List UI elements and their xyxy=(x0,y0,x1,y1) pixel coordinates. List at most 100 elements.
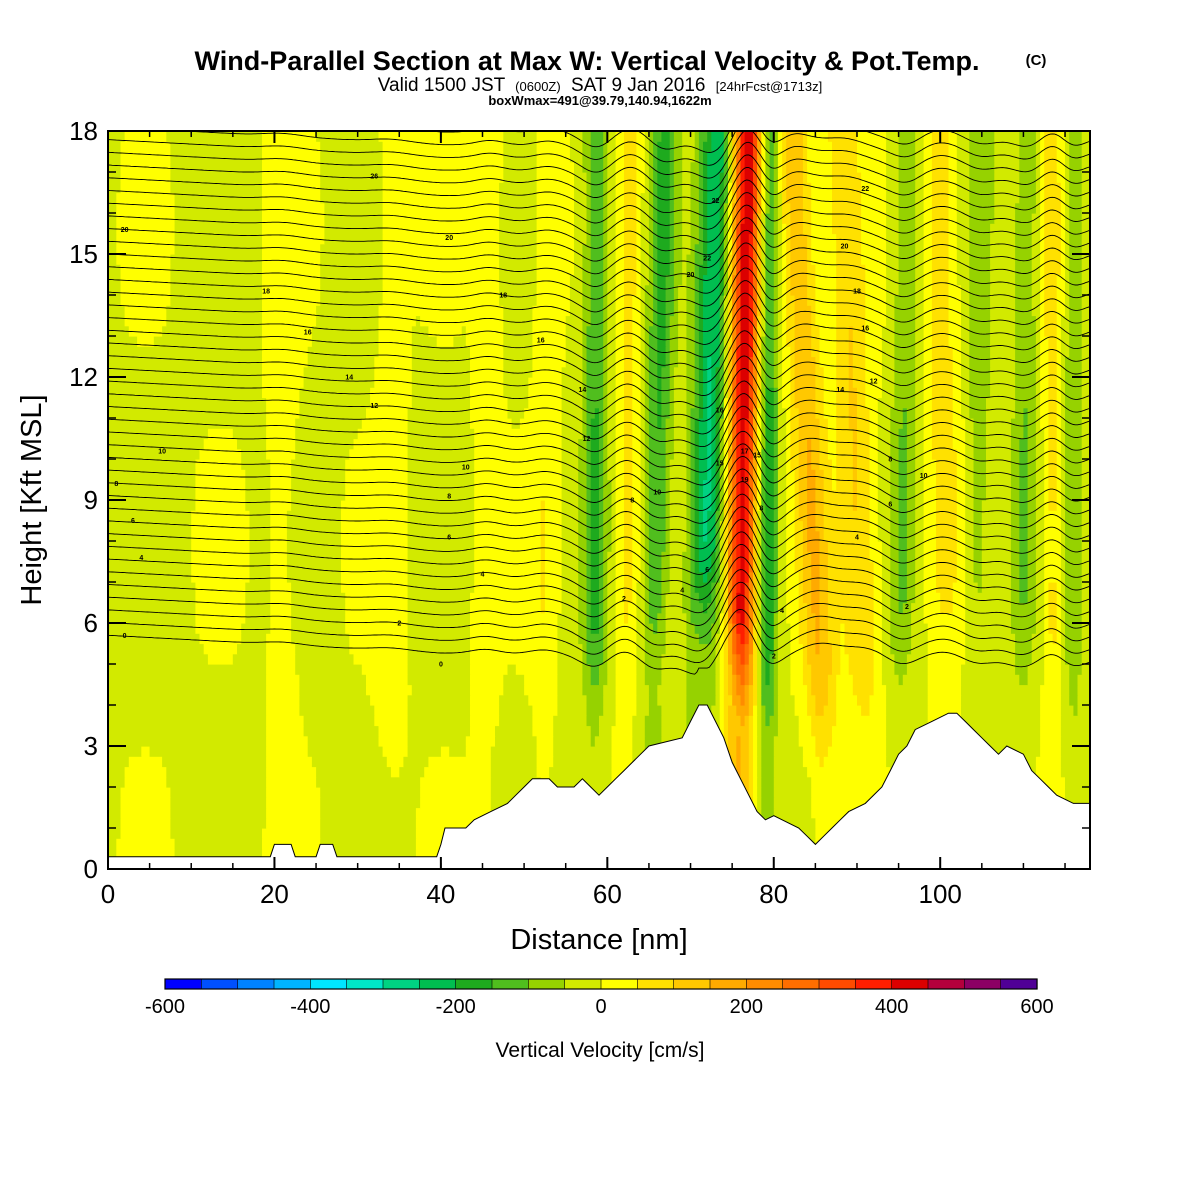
velocity-cell xyxy=(653,213,658,224)
velocity-cell xyxy=(736,643,746,655)
velocity-cell xyxy=(898,479,908,491)
velocity-cell xyxy=(773,479,779,491)
velocity-cell xyxy=(761,551,767,563)
velocity-cell xyxy=(1048,612,1058,624)
velocity-cell xyxy=(757,336,762,347)
velocity-cell xyxy=(1044,264,1062,276)
velocity-cell xyxy=(640,202,650,214)
velocity-cell xyxy=(378,315,417,327)
velocity-cell xyxy=(753,602,758,614)
velocity-cell xyxy=(736,510,742,522)
velocity-cell xyxy=(786,612,800,624)
velocity-cell xyxy=(782,192,787,204)
velocity-cell xyxy=(1031,233,1041,245)
velocity-cell xyxy=(1044,284,1058,296)
velocity-cell xyxy=(470,407,508,419)
velocity-cell xyxy=(744,500,750,511)
velocity-cell xyxy=(848,366,854,378)
velocity-cell xyxy=(557,653,583,665)
velocity-cell xyxy=(561,459,579,470)
velocity-cell xyxy=(615,213,625,224)
velocity-cell xyxy=(690,243,696,255)
velocity-cell xyxy=(507,407,525,419)
velocity-cell xyxy=(195,612,246,624)
velocity-cell xyxy=(923,161,933,173)
velocity-cell xyxy=(865,397,879,409)
velocity-cell xyxy=(640,377,646,388)
velocity-cell xyxy=(765,284,775,296)
velocity-cell xyxy=(728,223,733,235)
velocity-cell xyxy=(499,284,538,296)
velocity-cell xyxy=(923,479,937,491)
velocity-cell xyxy=(295,438,355,450)
colorbar-swatch xyxy=(310,978,348,990)
velocity-cell xyxy=(108,612,196,624)
velocity-cell xyxy=(873,592,883,604)
velocity-cell xyxy=(811,448,821,460)
theta-contour-line xyxy=(108,380,1090,435)
velocity-cell xyxy=(694,541,700,552)
velocity-cell xyxy=(686,674,717,686)
velocity-cell xyxy=(1065,274,1070,286)
velocity-cell xyxy=(673,233,683,245)
velocity-cell xyxy=(869,469,879,481)
contour-label: 10 xyxy=(158,448,166,455)
velocity-cell xyxy=(753,756,758,768)
velocity-cell xyxy=(819,541,829,552)
velocity-cell xyxy=(1056,500,1062,511)
velocity-cell xyxy=(748,776,754,788)
velocity-cell xyxy=(723,612,729,624)
velocity-cell xyxy=(723,377,729,388)
theta-contour-line xyxy=(108,608,1090,664)
velocity-cell xyxy=(499,233,538,245)
velocity-cell xyxy=(802,674,812,686)
velocity-cell xyxy=(728,705,737,716)
velocity-cell xyxy=(773,541,779,552)
velocity-cell xyxy=(1044,633,1054,645)
velocity-cell xyxy=(753,469,758,481)
velocity-cell xyxy=(624,223,638,235)
velocity-cell xyxy=(786,182,804,194)
velocity-cell xyxy=(1065,233,1070,245)
velocity-cell xyxy=(707,172,721,183)
velocity-cell xyxy=(590,448,600,460)
velocity-cell xyxy=(640,459,646,470)
velocity-cell xyxy=(590,172,604,183)
velocity-cell xyxy=(748,469,754,481)
velocity-cell xyxy=(994,151,1020,163)
velocity-cell xyxy=(736,377,742,388)
velocity-cell xyxy=(1027,407,1037,419)
velocity-cell xyxy=(345,469,409,481)
velocity-cell xyxy=(1056,151,1066,163)
velocity-cell xyxy=(915,202,925,214)
velocity-cell xyxy=(927,694,962,706)
velocity-cell xyxy=(736,305,742,317)
velocity-cell xyxy=(744,161,754,173)
velocity-cell xyxy=(769,131,775,142)
velocity-cell xyxy=(927,623,966,634)
velocity-cell xyxy=(636,274,642,286)
velocity-cell xyxy=(586,479,592,491)
velocity-cell xyxy=(777,141,783,153)
velocity-cell xyxy=(678,336,687,347)
velocity-cell xyxy=(732,233,737,245)
velocity-cell xyxy=(669,582,683,593)
velocity-cell xyxy=(528,397,563,409)
velocity-cell xyxy=(948,336,962,347)
theta-contour-line xyxy=(108,506,1090,563)
velocity-cell xyxy=(744,715,750,727)
velocity-cell xyxy=(1060,561,1066,573)
velocity-cell xyxy=(802,582,812,593)
velocity-cell xyxy=(607,561,617,573)
velocity-cell xyxy=(744,653,750,665)
x-tick-label: 60 xyxy=(593,879,622,909)
velocity-cell xyxy=(108,571,192,583)
velocity-cell xyxy=(690,233,700,245)
velocity-cell xyxy=(1056,479,1062,491)
velocity-cell xyxy=(1035,571,1045,583)
velocity-cell xyxy=(973,448,987,460)
velocity-cell xyxy=(923,243,933,255)
velocity-cell xyxy=(686,541,692,552)
velocity-cell xyxy=(765,151,771,163)
velocity-cell xyxy=(1081,489,1090,501)
